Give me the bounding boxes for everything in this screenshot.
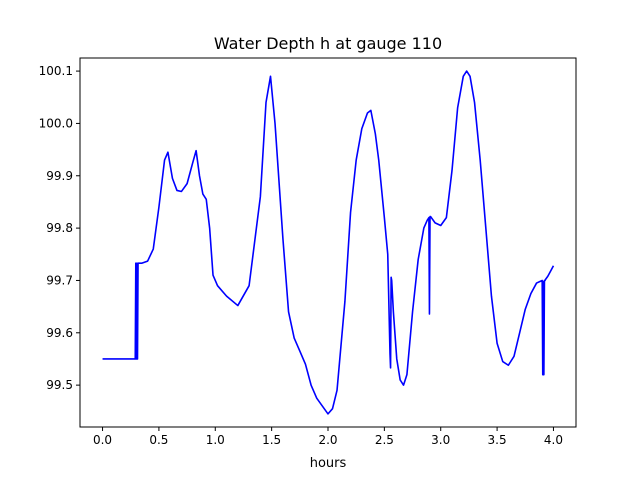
x-tick-label: 1.5 [262,433,281,447]
y-tick-label: 100.0 [39,116,73,130]
x-tick-label: 2.0 [318,433,337,447]
x-tick-label: 3.0 [431,433,450,447]
x-tick-label: 4.0 [544,433,563,447]
y-tick-label: 99.8 [46,221,73,235]
x-tick-label: 2.5 [375,433,394,447]
x-tick-label: 0.0 [93,433,112,447]
y-tick-label: 99.9 [46,169,73,183]
y-tick-label: 99.6 [46,326,73,340]
x-axis-ticks: 0.0 0.5 1.0 1.5 2.0 2.5 3.0 3.5 4.0 [93,427,563,447]
x-tick-label: 1.0 [206,433,225,447]
plot-frame [79,57,577,428]
plot-area [102,70,555,415]
chart-title: Water Depth h at gauge 110 [214,34,442,53]
y-tick-label: 99.7 [46,273,73,287]
x-axis-label: hours [310,456,347,471]
x-tick-label: 3.5 [488,433,507,447]
y-tick-label: 100.1 [39,64,73,78]
x-tick-label: 0.5 [149,433,168,447]
series-line-0 [102,70,555,415]
y-axis-ticks: 99.5 99.6 99.7 99.8 99.9 100.0 100.1 [39,64,80,392]
y-tick-label: 99.5 [46,378,73,392]
